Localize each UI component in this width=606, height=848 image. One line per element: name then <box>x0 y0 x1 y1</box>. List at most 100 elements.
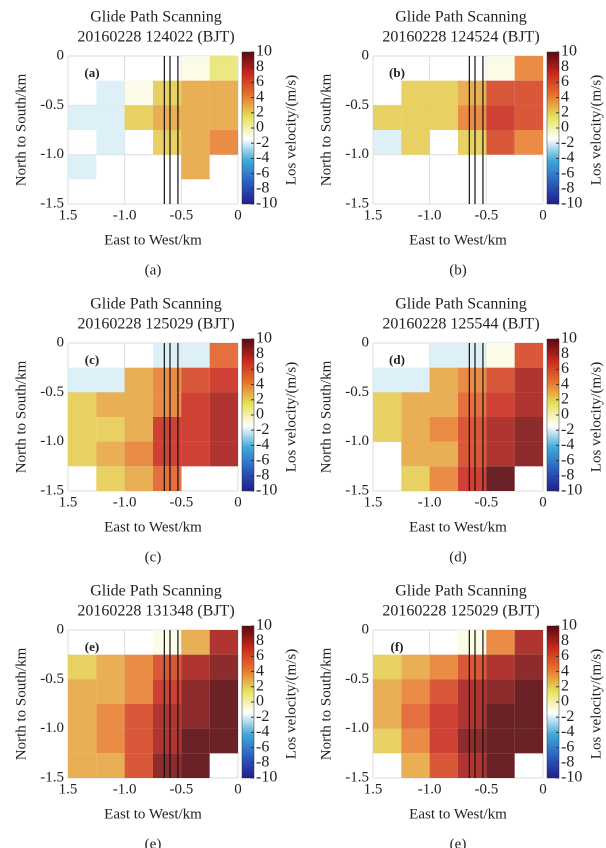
velocity-cell <box>514 105 543 130</box>
x-tick-label: 1.5 <box>364 781 383 797</box>
velocity-cell <box>153 753 182 778</box>
velocity-cell <box>514 630 543 655</box>
colorbar-tick-label: 6 <box>256 647 264 664</box>
colorbar-tick-label: -4 <box>256 723 269 740</box>
velocity-cell <box>209 56 238 81</box>
velocity-cell <box>373 679 402 704</box>
velocity-cell <box>373 367 402 393</box>
colorbar-tick-label: -10 <box>561 195 582 212</box>
panel: Glide Path Scanning 20160228 125029 (BJT)… <box>318 583 604 848</box>
velocity-cell <box>486 654 515 680</box>
velocity-cell <box>514 392 543 417</box>
velocity-cell <box>68 105 97 130</box>
velocity-cell <box>124 728 153 754</box>
velocity-cell <box>373 654 402 680</box>
velocity-cell <box>124 392 153 417</box>
velocity-cell <box>153 392 182 417</box>
colorbar-tick-label: -6 <box>256 451 269 468</box>
colorbar-tick-label: 8 <box>561 345 569 362</box>
velocity-cell <box>458 630 487 655</box>
velocity-cell <box>68 704 97 729</box>
velocity-cell <box>458 654 487 680</box>
velocity-cell <box>458 130 487 155</box>
velocity-cell <box>209 392 238 417</box>
velocity-cell <box>458 466 487 491</box>
x-axis-label: East to West/km <box>104 519 202 535</box>
velocity-cell <box>514 80 543 106</box>
panel-title: Glide Path Scanning <box>395 9 527 26</box>
y-tick-label: 0 <box>57 47 65 63</box>
velocity-cell <box>96 728 125 754</box>
colorbar-tick-label: -10 <box>561 769 582 786</box>
velocity-cell <box>486 130 515 155</box>
colorbar-tick-label: 10 <box>561 43 577 60</box>
y-tick-label: -1.0 <box>40 720 64 736</box>
colorbar-tick-label: -4 <box>256 149 269 166</box>
velocity-cell <box>181 654 210 680</box>
colorbar-tick-label: 0 <box>256 693 264 710</box>
colorbar-tick-label: 4 <box>256 375 264 392</box>
y-tick-label: -1.5 <box>40 482 64 498</box>
colorbar-tick-label: 2 <box>561 103 569 120</box>
velocity-cell <box>68 367 97 393</box>
velocity-cell <box>96 466 125 491</box>
velocity-cell <box>401 367 430 393</box>
velocity-cell <box>429 679 458 704</box>
colorbar-tick-label: 10 <box>561 330 577 347</box>
velocity-cell <box>209 630 238 655</box>
velocity-cell <box>181 367 210 393</box>
x-tick-label: 0 <box>234 494 242 510</box>
panel-subtitle: 20160228 125544 (BJT) <box>382 316 539 333</box>
velocity-cell <box>96 105 125 130</box>
colorbar-tick-label: 10 <box>561 617 577 634</box>
velocity-cell <box>486 630 515 655</box>
velocity-cell <box>458 392 487 417</box>
colorbar-tick-label: 10 <box>256 330 272 347</box>
x-tick-label: -1.0 <box>418 494 442 510</box>
velocity-cell <box>153 80 182 106</box>
velocity-cell <box>373 417 402 442</box>
velocity-cell <box>68 654 97 680</box>
velocity-cell <box>514 367 543 393</box>
x-tick-label: -1.0 <box>113 207 137 223</box>
velocity-cell <box>429 343 458 368</box>
x-tick-label: 1.5 <box>59 494 78 510</box>
velocity-cell <box>458 441 487 467</box>
velocity-cell <box>401 105 430 130</box>
velocity-cell <box>68 154 97 180</box>
velocity-cell <box>68 728 97 754</box>
velocity-cell <box>401 679 430 704</box>
y-tick-label: 0 <box>57 621 65 637</box>
x-tick-label: 0 <box>539 494 547 510</box>
x-tick-label: 0 <box>234 781 242 797</box>
velocity-cell <box>153 367 182 393</box>
y-tick-label: -0.5 <box>40 384 64 400</box>
velocity-cell <box>458 753 487 778</box>
panel: Glide Path Scanning 20160228 124022 (BJT)… <box>13 9 299 279</box>
panel: Glide Path Scanning 20160228 124524 (BJT)… <box>318 9 604 279</box>
velocity-cell <box>373 728 402 754</box>
colorbar-tick-label: 4 <box>256 88 264 105</box>
colorbar-tick-label: -2 <box>256 421 269 438</box>
velocity-cell <box>124 704 153 729</box>
panel-label: (f) <box>391 639 404 654</box>
colorbar-tick-label: -6 <box>256 738 269 755</box>
y-tick-label: -1.0 <box>40 146 64 162</box>
velocity-cell <box>209 80 238 106</box>
velocity-cell <box>209 417 238 442</box>
panel-label: (b) <box>389 65 405 80</box>
colorbar-label: Los velocity/(m/s) <box>588 75 604 185</box>
panel-subtitle: 20160228 125029 (BJT) <box>382 603 539 620</box>
velocity-cell <box>153 441 182 467</box>
colorbar-tick-label: 6 <box>561 360 569 377</box>
velocity-cell <box>209 343 238 368</box>
panel-caption: (a) <box>145 262 162 278</box>
x-axis-label: East to West/km <box>409 806 507 822</box>
velocity-cell <box>486 441 515 467</box>
velocity-cell <box>96 679 125 704</box>
velocity-cell <box>124 654 153 680</box>
x-tick-label: -0.5 <box>169 781 193 797</box>
colorbar-tick-label: 6 <box>256 360 264 377</box>
colorbar-tick-label: -8 <box>561 753 574 770</box>
velocity-cell <box>373 704 402 729</box>
